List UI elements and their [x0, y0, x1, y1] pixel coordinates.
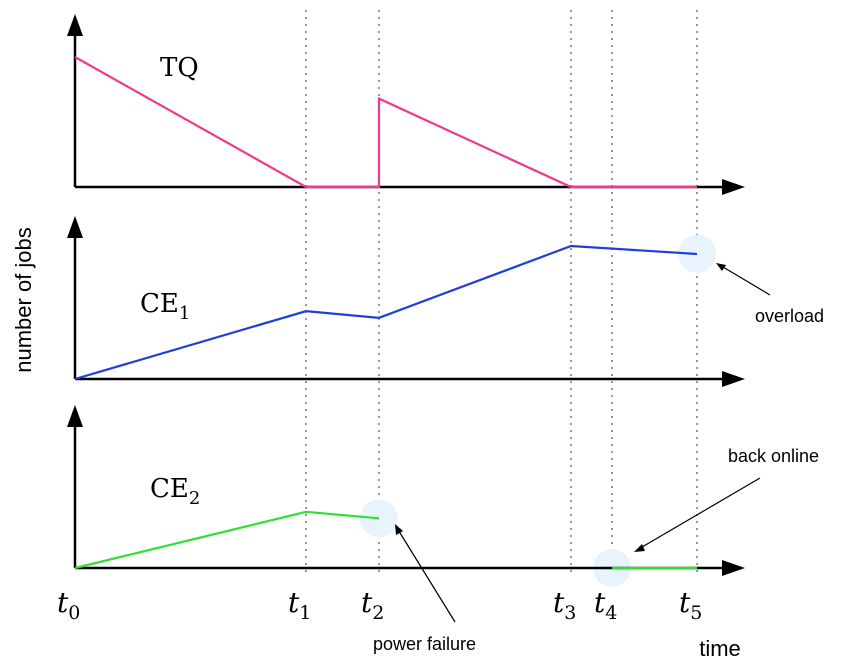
tick-label-t4: t4 — [594, 586, 617, 624]
power-failure-annotation: power failure — [373, 524, 476, 654]
back-online-annotation: back online — [634, 446, 819, 552]
tick-label-subscript: 2 — [372, 602, 384, 624]
tick-label-t5: t5 — [679, 586, 702, 624]
panel-title-subscript: 1 — [179, 303, 190, 324]
overload-arrow — [717, 263, 771, 296]
panel-title-tq: TQ — [160, 53, 199, 83]
tick-label-main: t — [679, 586, 691, 619]
tick-label-main: t — [361, 586, 373, 619]
tick-label-main: t — [288, 586, 300, 619]
panel-ce1: CE1 — [67, 216, 745, 387]
panel-title-subscript: 2 — [189, 488, 200, 509]
overload-arrowhead — [716, 263, 726, 271]
panel-title-ce2: CE2 — [150, 474, 200, 509]
y-axis-arrow-ce2 — [67, 405, 83, 427]
tick-label-subscript: 5 — [690, 602, 702, 624]
tick-label-subscript: 3 — [564, 602, 576, 624]
y-axis-arrow-tq — [67, 14, 83, 36]
panel-title-text: TQ — [160, 53, 199, 83]
overload-label: overload — [755, 306, 824, 326]
panel-tq: TQ — [67, 14, 745, 195]
x-axis-label: time — [699, 636, 741, 661]
series-line-ce2-0 — [74, 510, 380, 570]
time-guides — [305, 10, 698, 575]
tick-label-subscript: 4 — [605, 602, 617, 624]
x-axis-arrow-ce2 — [722, 560, 745, 576]
tick-label-main: t — [57, 586, 69, 619]
x-axis-arrow-ce1 — [722, 371, 745, 387]
panel-title-text: CE — [140, 289, 179, 319]
panel-title-text: CE — [150, 474, 189, 504]
back-online-label: back online — [728, 446, 819, 466]
tick-label-t0: t0 — [57, 586, 80, 624]
tick-label-subscript: 1 — [299, 602, 311, 624]
back-online-arrow — [636, 477, 761, 551]
time-ticks: t0 t1 t2 t3 t4 t5 — [57, 586, 702, 624]
series-line-tq-0 — [74, 56, 697, 189]
tick-label-main: t — [553, 586, 565, 619]
highlights — [360, 234, 716, 587]
power-failure-arrowhead — [395, 524, 403, 535]
y-axis-label: number of jobs — [11, 227, 36, 373]
tick-label-t2: t2 — [361, 586, 384, 624]
x-axis-arrow-tq — [722, 179, 745, 195]
y-axis-arrow-ce1 — [67, 216, 83, 238]
back-online-arrowhead — [634, 544, 645, 552]
series-line-ce1-0 — [74, 244, 698, 381]
power-failure-arrow — [396, 527, 456, 623]
overload-annotation: overload — [716, 263, 824, 326]
tick-label-t3: t3 — [553, 586, 576, 624]
tick-label-subscript: 0 — [68, 602, 80, 624]
tick-label-t1: t1 — [288, 586, 311, 624]
panel-ce2: CE2 — [67, 405, 745, 576]
panel-title-ce1: CE1 — [140, 289, 190, 324]
power-failure-label: power failure — [373, 634, 476, 654]
tick-label-main: t — [594, 586, 606, 619]
